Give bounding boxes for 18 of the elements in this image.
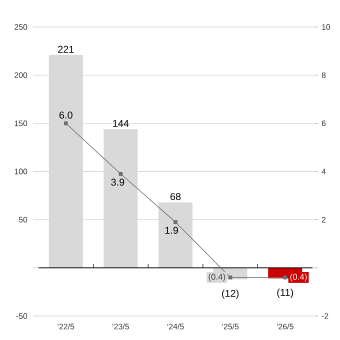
data-label: 1.9 bbox=[165, 226, 178, 234]
bar bbox=[158, 202, 192, 268]
point bbox=[118, 172, 123, 176]
data-label: (0.4) bbox=[290, 274, 307, 282]
data-label: (12) bbox=[222, 290, 239, 299]
data-label: 6.0 bbox=[59, 112, 72, 119]
point bbox=[64, 121, 68, 126]
data-label: (11) bbox=[277, 288, 293, 298]
bar bbox=[104, 129, 138, 268]
data-label: (0.4) bbox=[208, 274, 226, 282]
data-label: 144 bbox=[113, 120, 129, 127]
point bbox=[283, 276, 288, 280]
point bbox=[174, 220, 178, 224]
data-label: 221 bbox=[58, 46, 74, 53]
data-label: 68 bbox=[170, 193, 181, 200]
bar bbox=[48, 54, 83, 268]
data-label: 3.9 bbox=[111, 178, 124, 186]
point bbox=[228, 276, 232, 280]
